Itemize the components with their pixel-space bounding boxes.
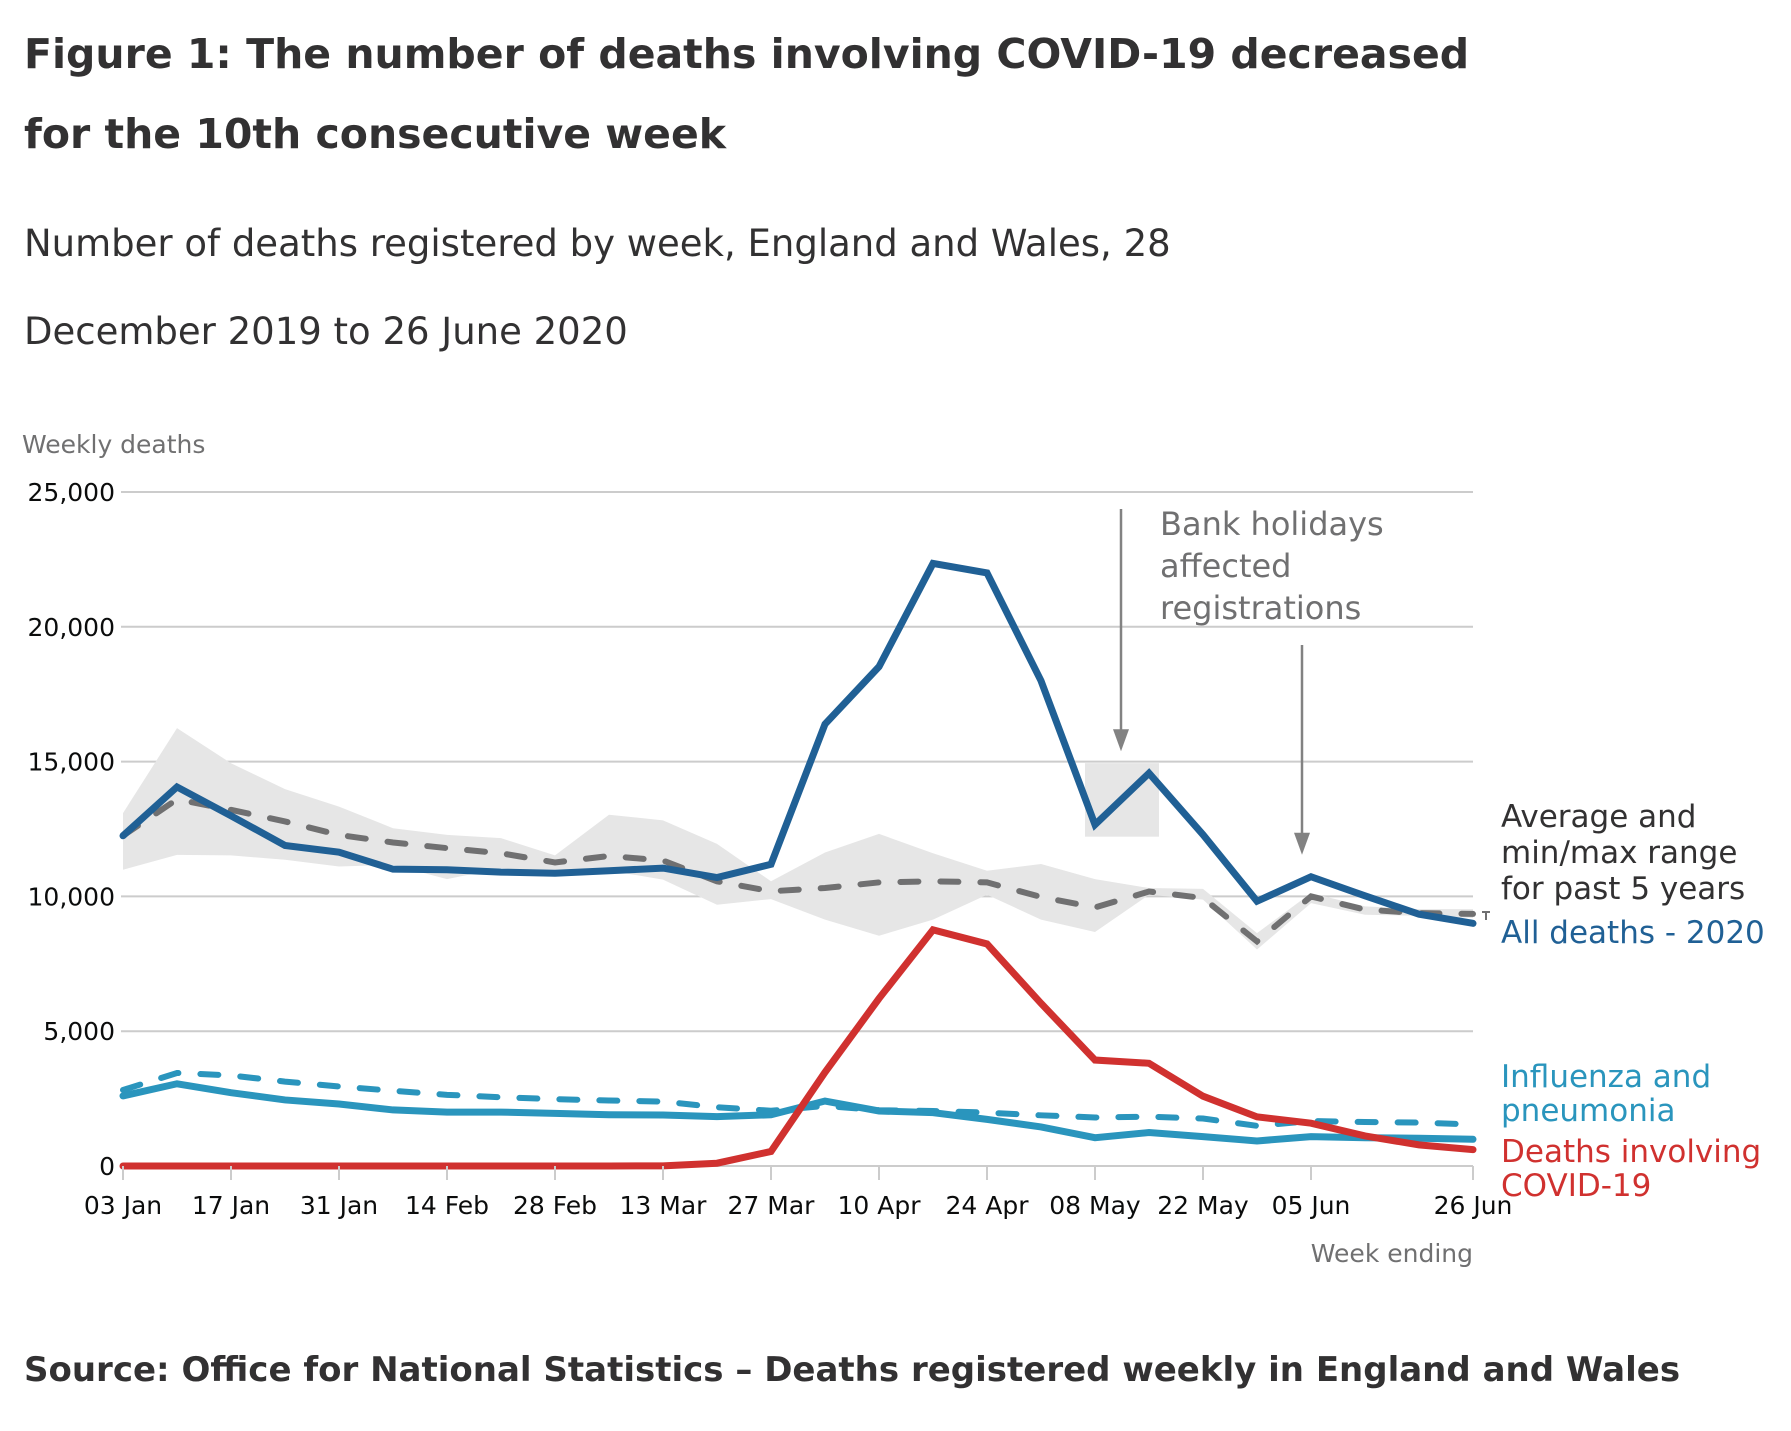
x-axis-title: Week ending (1311, 1239, 1473, 1268)
x-tick-label: 10 Apr (837, 1191, 921, 1220)
source-note: Source: Office for National Statistics –… (24, 1350, 1681, 1390)
legend-label-all-deaths: All deaths - 2020 (1501, 915, 1765, 951)
annotation-text: Bank holidays (1160, 505, 1384, 543)
x-tick-label: 17 Jan (192, 1191, 270, 1220)
x-tick-label: 05 Jun (1272, 1191, 1351, 1220)
x-tick-label: 31 Jan (300, 1191, 378, 1220)
legend-label-average: Average and (1501, 799, 1696, 835)
x-tick-label: 03 Jan (84, 1191, 162, 1220)
gridlines (121, 491, 1473, 1167)
legend-label-covid: Deaths involving (1501, 1134, 1761, 1170)
annotation-arrow-head (1113, 729, 1129, 752)
annotation-text: registrations (1160, 589, 1361, 627)
y-tick-label: 20,000 (28, 613, 115, 642)
series-layer (119, 559, 1477, 1170)
x-tick-label: 13 Mar (620, 1191, 708, 1220)
series-line-all-deaths-2020 (119, 559, 1477, 927)
legend-label-influenza: pneumonia (1501, 1093, 1675, 1129)
legend-label-average: min/max range (1501, 835, 1737, 871)
series-line-deaths-involving-covid-19 (119, 925, 1477, 1170)
y-tick-label: 0 (99, 1152, 115, 1181)
x-tick-label: 22 May (1157, 1191, 1249, 1220)
legend-connector (1482, 911, 1490, 920)
y-tick-label: 5,000 (43, 1017, 115, 1046)
axes: 0 5,000 10,000 15,000 20,000 25,000 Weekly dea… (22, 430, 1512, 1268)
y-tick-label: 25,000 (28, 478, 115, 507)
y-tick-label: 15,000 (28, 748, 115, 777)
figure-subtitle: Number of deaths registered by week, Eng… (24, 222, 1171, 353)
figure-title: Figure 1: The number of deaths involving… (24, 30, 1470, 158)
x-tick-label: 14 Feb (405, 1191, 489, 1220)
y-tick-label: 10,000 (28, 882, 115, 911)
annotation-text: affected (1160, 547, 1291, 585)
legend-label-influenza: Influenza and (1501, 1059, 1711, 1095)
x-tick-label: 27 Mar (728, 1191, 816, 1220)
series-line-average-for-past-5-years (120, 796, 1476, 946)
y-axis-title: Weekly deaths (22, 430, 205, 459)
legend-label-average: for past 5 years (1501, 871, 1745, 907)
x-tick-label: 26 Jun (1434, 1191, 1513, 1220)
annotation-arrow-head (1294, 832, 1310, 855)
x-tick-label: 28 Feb (513, 1191, 597, 1220)
x-tick-label: 08 May (1049, 1191, 1141, 1220)
x-tick-label: 24 Apr (945, 1191, 1029, 1220)
legend-label-covid: COVID-19 (1501, 1168, 1651, 1204)
annotation-layer: Bank holidays affected registrations (1113, 505, 1384, 855)
